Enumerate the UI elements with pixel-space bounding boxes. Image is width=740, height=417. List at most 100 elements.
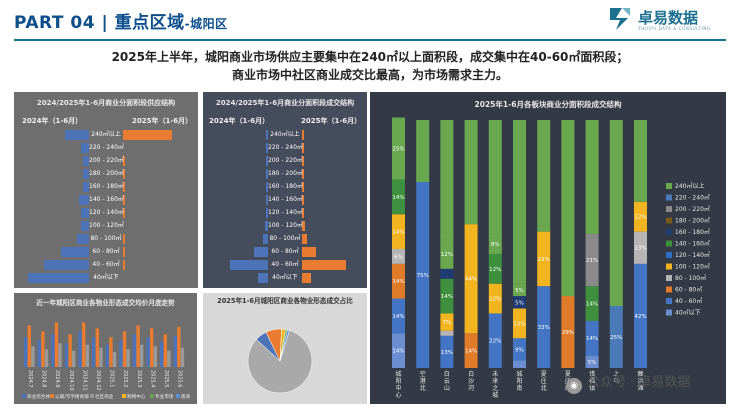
- bar-right: [302, 221, 306, 231]
- stacked-bar-segment: [634, 120, 647, 202]
- trend-bar: [140, 344, 144, 367]
- stacked-bar-segment: [488, 313, 502, 368]
- trend-bar: [72, 350, 76, 367]
- bar-left: [82, 182, 89, 192]
- stacked-bar-segment: [440, 278, 454, 314]
- trend-bar: [58, 343, 62, 367]
- bar-left: [76, 234, 89, 244]
- bar-left: [266, 182, 268, 192]
- logo-tagline: ZHUOYI DATA & CONSULTING: [638, 26, 711, 31]
- bar-left: [28, 273, 89, 283]
- stacked-bar-segment: [585, 320, 599, 356]
- stacked-bar-segment: [416, 182, 430, 368]
- legend-label: 160 - 180㎡: [675, 228, 710, 236]
- category-label: 上马: [613, 370, 619, 385]
- stacked-bar-segment: [634, 263, 647, 368]
- legend-swatch: [666, 263, 672, 270]
- category-label: 220 - 240㎡: [268, 144, 303, 151]
- wechat-icon: ◉: [566, 378, 582, 394]
- trend-bar: [27, 325, 31, 367]
- trend-bar: [173, 335, 177, 367]
- trend-bar: [132, 334, 137, 367]
- title-sub: -城阳区: [184, 17, 228, 31]
- stacked-bar-segment: [392, 214, 405, 249]
- category-label: 160 - 180㎡: [89, 183, 124, 190]
- category-label: 40 - 60㎡: [271, 261, 299, 268]
- segment-value-label: 14%: [392, 314, 404, 320]
- legend-label: 220 - 240㎡: [675, 194, 710, 202]
- bar-right: [123, 156, 126, 166]
- segment-value-label: 14%: [392, 230, 404, 236]
- category-label: 未来之城: [492, 370, 498, 399]
- bar-left: [257, 273, 268, 283]
- category-label: 160 - 180㎡: [268, 183, 303, 190]
- trend-bar: [95, 328, 99, 367]
- bar-left: [262, 234, 268, 244]
- segment-value-label: 5%: [588, 360, 597, 366]
- right-series-label: 2025年（1-6月）: [132, 117, 193, 125]
- trend-bar: [180, 347, 185, 367]
- stacked-bar-segment: [416, 120, 430, 182]
- trend-bar: [150, 328, 154, 367]
- trend-bar: [82, 322, 86, 367]
- trend-bar: [31, 346, 35, 367]
- bar-right: [123, 260, 126, 270]
- segment-value-label: 75%: [417, 273, 429, 279]
- month-tick-label: 2024.10: [68, 370, 74, 391]
- trend-bar: [51, 334, 55, 367]
- legend-swatch: [150, 394, 154, 398]
- legend-swatch: [666, 183, 672, 189]
- left-series-label: 2024年（1-6月）: [209, 117, 270, 125]
- month-tick-label: 2025.3: [136, 370, 142, 388]
- category-label: 60 - 80㎡: [271, 248, 299, 255]
- legend-label: 社区商业: [95, 393, 114, 400]
- category-label: 120 - 140㎡: [268, 209, 303, 216]
- bar-right: [302, 234, 308, 244]
- stacked-bar-segment: [464, 120, 478, 225]
- category-label: 空港北: [420, 370, 426, 392]
- category-label: 180 - 200㎡: [268, 170, 303, 177]
- trend-bar: [24, 337, 28, 367]
- stacked-bar-segment: [561, 120, 575, 297]
- bar-left: [80, 143, 89, 153]
- bar-left: [80, 221, 89, 231]
- legend-label: 购物中心: [127, 393, 146, 400]
- segment-value-label: 33%: [538, 325, 550, 331]
- stacked-bar-segment: [440, 120, 454, 240]
- bar-right: [123, 182, 126, 192]
- trend-bar: [160, 341, 164, 367]
- legend-swatch: [666, 286, 672, 293]
- segment-value-label: 12%: [634, 215, 646, 221]
- category-label: 140 - 160㎡: [89, 196, 124, 203]
- stacked-bar-segment: [634, 201, 647, 232]
- chart-title: 2024/2025年1-6月商业分面积段成交结构: [215, 99, 355, 107]
- legend-label: 180 - 200㎡: [675, 217, 710, 225]
- chart-title: 2025年1-6月城阳区商业各物业形态成交占比: [217, 297, 353, 305]
- stacked-bar-segment: [392, 248, 405, 264]
- segment-value-label: 14%: [441, 294, 453, 300]
- category-label: 100 - 120㎡: [89, 222, 124, 229]
- bar-right: [302, 247, 316, 257]
- wechat-watermark: ◉ 公众号 · 卓易数据: [566, 371, 690, 394]
- month-tick-label: 2024.8: [41, 370, 47, 388]
- bar-left: [80, 208, 89, 218]
- bar-left: [60, 247, 89, 257]
- trend-bar: [146, 337, 150, 367]
- stacked-bar-segment: [513, 120, 526, 284]
- bar-left: [254, 247, 268, 257]
- legend-swatch: [666, 229, 672, 235]
- bar-right: [123, 169, 126, 179]
- right-series-label: 2025年（1-6月）: [301, 117, 362, 125]
- segment-value-label: 25%: [392, 147, 404, 153]
- deal-structure-chart: 2024/2025年1-6月商业分面积段成交结构 2024年（1-6月） 202…: [203, 92, 367, 288]
- stacked-bar-segment: [464, 333, 478, 368]
- legend-swatch: [50, 394, 54, 398]
- segment-value-label: 44%: [465, 277, 477, 283]
- stacked-bar-segment: [440, 330, 454, 336]
- legend-swatch: [176, 394, 180, 398]
- left-series-label: 2024年（1-6月）: [22, 117, 83, 125]
- legend-swatch: [122, 394, 126, 398]
- trend-bar: [37, 340, 41, 367]
- legend-label: 200 - 220㎡: [675, 205, 710, 213]
- trend-bar: [41, 331, 45, 367]
